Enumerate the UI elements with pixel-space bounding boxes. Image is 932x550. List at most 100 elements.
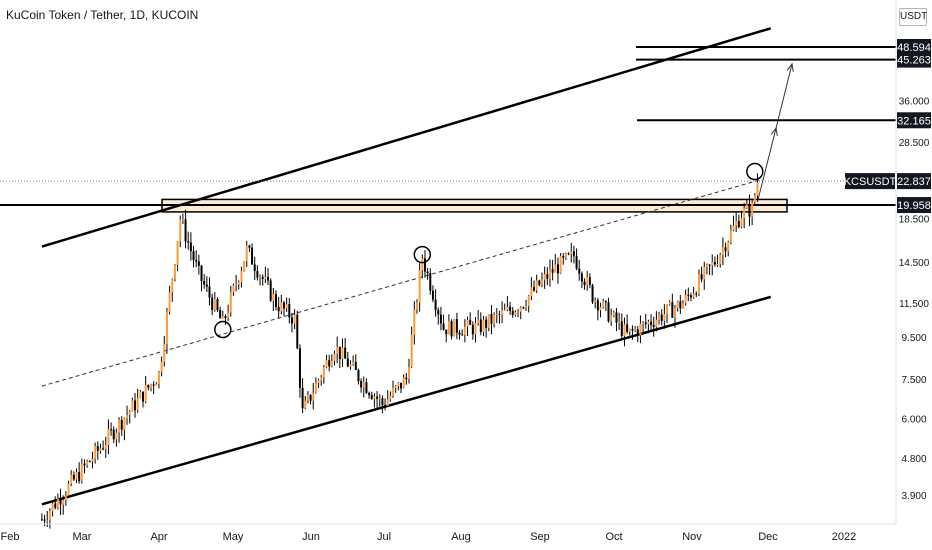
candle-body [556, 264, 559, 274]
candle-body [59, 498, 62, 505]
candle-body [700, 274, 703, 280]
candle-body [102, 448, 105, 450]
price-tick-label: 18.500 [899, 215, 930, 226]
candle-body [687, 294, 690, 296]
candle-body [562, 255, 565, 258]
candle-body [235, 284, 238, 286]
candle-body [655, 319, 658, 327]
candle-body [280, 302, 283, 312]
candle-body [306, 394, 309, 401]
candle-body [660, 314, 663, 321]
candle-body [732, 225, 735, 231]
candle-body [304, 400, 307, 409]
candle-body [176, 241, 179, 265]
candle-body [692, 293, 695, 298]
candle-body [413, 309, 416, 335]
candle-body [354, 361, 357, 370]
candle-body [708, 264, 711, 266]
candle-body [756, 182, 759, 196]
candle-body [612, 312, 615, 316]
time-tick-label: Mar [73, 531, 92, 543]
candle-body [703, 266, 706, 280]
time-tick-label: Nov [682, 531, 702, 543]
highlight-circle [214, 320, 232, 339]
currency-button[interactable]: USDT [899, 8, 927, 26]
symbol-label-bg [845, 173, 895, 190]
candle-body [386, 399, 389, 406]
candle-body [426, 271, 429, 274]
candle-body [423, 258, 426, 272]
candle-body [227, 312, 230, 318]
candle-body [519, 307, 522, 312]
candle-body [626, 324, 629, 332]
candle-body [309, 394, 312, 401]
level-price-label: 32.165 [897, 115, 931, 127]
candle-body [344, 347, 347, 359]
candle-body [509, 306, 512, 311]
candle-body [352, 361, 355, 365]
candle-body [243, 261, 246, 271]
candle-body [610, 315, 613, 322]
candle-body [578, 268, 581, 274]
candle-body [517, 311, 520, 313]
candle-body [189, 242, 192, 252]
highlight-circle [746, 162, 764, 181]
candle-body [439, 314, 442, 324]
candle-body [681, 303, 684, 309]
projection-arrowhead [786, 62, 794, 72]
candle-body [381, 398, 384, 405]
candle-body [594, 300, 597, 303]
candle-body [120, 419, 123, 430]
candle-body [477, 319, 480, 324]
candle-body [296, 314, 299, 349]
level-price-label-bg [897, 197, 931, 214]
candle-body [245, 245, 248, 262]
candle-body [96, 446, 99, 451]
candle-body [40, 519, 43, 521]
candle-body [48, 511, 51, 521]
candle-body [674, 308, 676, 318]
candle-body [267, 276, 270, 281]
candle-body [495, 313, 498, 315]
candle-body [173, 264, 176, 280]
candle-body [67, 483, 70, 496]
candle-body [187, 241, 190, 243]
candle-body [110, 429, 113, 431]
candle-body [743, 208, 746, 219]
candle-body [336, 346, 339, 354]
time-tick-label: 2022 [832, 531, 856, 543]
candle-body [402, 377, 405, 389]
candle-body [155, 383, 158, 386]
projection-segment [756, 127, 777, 203]
candle-body [461, 334, 464, 336]
candle-body [259, 276, 262, 278]
time-tick-label: Dec [758, 531, 778, 543]
candle-body [338, 346, 341, 360]
candle-body [197, 261, 200, 266]
candle-body [195, 259, 198, 262]
price-tick-label: 7.500 [901, 375, 926, 386]
price-tick-label: 36.000 [899, 96, 930, 107]
candle-body [580, 273, 583, 282]
candle-body [724, 247, 727, 252]
candle-body [671, 302, 674, 318]
candle-body [221, 316, 224, 319]
candle-body [554, 264, 557, 273]
candle-body [389, 395, 392, 400]
level-price-label-bg [897, 51, 931, 68]
mid-channel-line [41, 179, 761, 387]
candle-body [322, 367, 325, 378]
candle-body [511, 310, 514, 316]
candle-body [418, 270, 421, 303]
candle-body [666, 304, 669, 315]
time-tick-label: Oct [605, 531, 622, 543]
candle-body [642, 322, 645, 324]
candle-body [623, 324, 626, 337]
candle-body [70, 474, 73, 484]
time-tick-label: Sep [530, 531, 550, 543]
candle-body [376, 396, 379, 399]
candle-body [330, 360, 333, 367]
candle-body [224, 316, 227, 318]
